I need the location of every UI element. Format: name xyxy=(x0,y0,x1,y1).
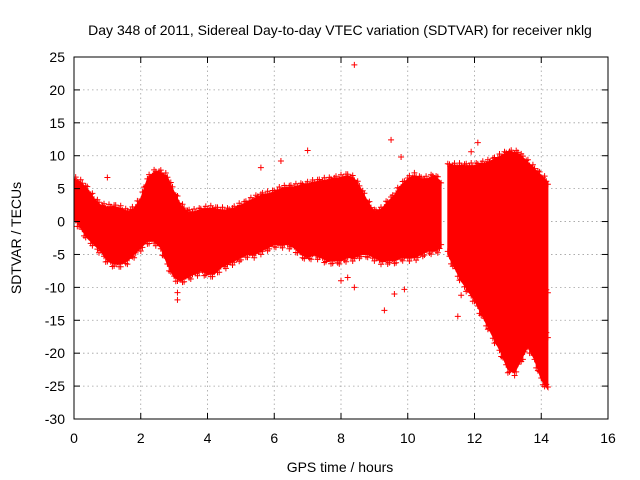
outlier-point xyxy=(344,274,351,281)
y-tick-label: 0 xyxy=(57,214,65,230)
x-tick-label: 16 xyxy=(600,430,616,446)
outlier-point xyxy=(257,164,264,171)
x-tick-label: 4 xyxy=(204,430,212,446)
band-series-0 xyxy=(74,166,445,286)
y-tick-label: 10 xyxy=(49,148,65,164)
y-tick-label: -5 xyxy=(53,246,66,262)
x-tick-label: 14 xyxy=(533,430,549,446)
band-series-1 xyxy=(444,147,551,392)
outlier-point xyxy=(304,147,311,154)
y-tick-label: -25 xyxy=(45,378,65,394)
band-edge-markers xyxy=(74,166,445,286)
outlier-point xyxy=(398,154,405,161)
outlier-point xyxy=(474,139,481,146)
outlier-point xyxy=(338,277,344,284)
y-tick-label: -15 xyxy=(45,312,65,328)
x-tick-label: 0 xyxy=(70,430,78,446)
outlier-point xyxy=(454,313,461,320)
x-tick-label: 10 xyxy=(400,430,416,446)
x-tick-label: 12 xyxy=(467,430,483,446)
x-tick-label: 6 xyxy=(270,430,278,446)
outlier-point xyxy=(401,286,408,293)
axes: 0 2 4 6 8 10 12 14 16 -30 -25 -20 -15 -10 -5 0 5 10 15 20 25 xyxy=(45,49,616,446)
y-tick-label: -30 xyxy=(45,411,65,427)
outlier-point xyxy=(468,148,475,155)
chart-title: Day 348 of 2011, Sidereal Day-to-day VTE… xyxy=(88,22,592,38)
outlier-point xyxy=(104,174,111,181)
x-tick-label: 2 xyxy=(137,430,145,446)
x-tick-label: 8 xyxy=(337,430,345,446)
outlier-point xyxy=(277,157,284,164)
y-axis-label: SDTVAR / TECUs xyxy=(8,182,24,294)
data-layer xyxy=(74,61,551,392)
y-tick-label: 25 xyxy=(49,49,65,65)
outlier-point xyxy=(388,136,395,143)
outlier-point xyxy=(514,149,521,156)
outlier-point xyxy=(391,290,398,297)
y-tick-label: 20 xyxy=(49,82,65,98)
y-tick-label: -10 xyxy=(45,279,65,295)
y-tick-label: 15 xyxy=(49,115,65,131)
outlier-point xyxy=(351,284,358,291)
outlier-point xyxy=(174,289,181,296)
y-tick-label: 5 xyxy=(57,181,65,197)
band-series-2 xyxy=(504,207,551,341)
outlier-point xyxy=(351,61,358,68)
outlier-point xyxy=(458,292,465,299)
band-edge-markers xyxy=(504,207,551,341)
outlier-point xyxy=(174,296,181,303)
x-axis-label: GPS time / hours xyxy=(287,459,394,475)
outlier-point xyxy=(381,307,388,314)
band-edge-markers xyxy=(444,147,551,390)
y-tick-label: -20 xyxy=(45,345,65,361)
